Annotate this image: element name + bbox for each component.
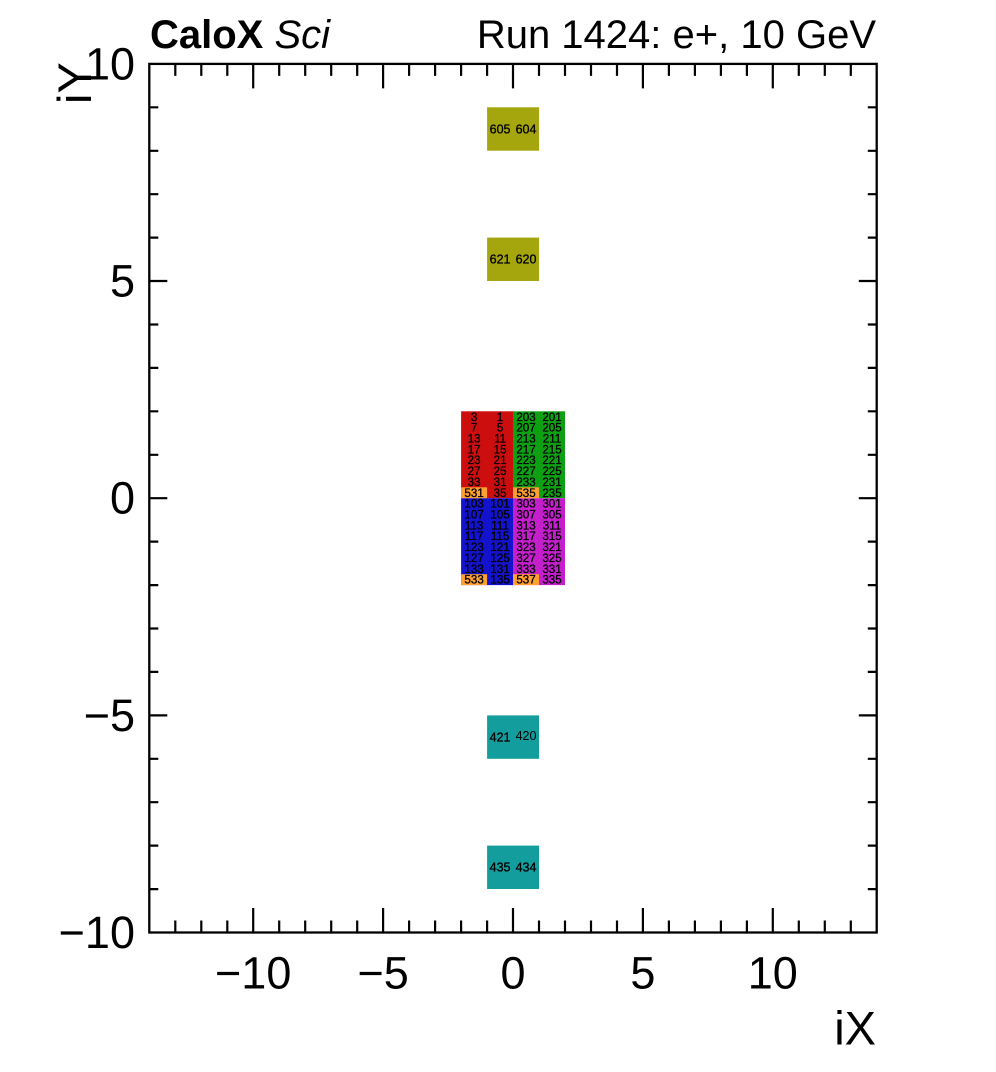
svg-text:25: 25 (494, 465, 507, 478)
svg-text:335: 335 (542, 574, 561, 587)
svg-text:13: 13 (468, 433, 481, 446)
svg-text:135: 135 (490, 574, 509, 587)
svg-text:213: 213 (516, 433, 535, 446)
svg-text:434: 434 (516, 861, 537, 875)
svg-text:225: 225 (542, 465, 561, 478)
svg-text:231: 231 (542, 476, 561, 489)
svg-text:27: 27 (468, 465, 481, 478)
svg-text:7: 7 (471, 422, 477, 435)
svg-text:235: 235 (542, 487, 561, 500)
svg-text:−10: −10 (215, 948, 291, 999)
svg-text:125: 125 (490, 552, 509, 565)
svg-text:101: 101 (490, 498, 509, 511)
svg-text:303: 303 (516, 498, 535, 511)
svg-text:531: 531 (464, 487, 483, 500)
svg-text:5: 5 (110, 256, 135, 307)
svg-text:35: 35 (494, 487, 507, 500)
svg-text:107: 107 (464, 509, 483, 522)
svg-text:131: 131 (490, 563, 509, 576)
svg-text:421: 421 (490, 730, 511, 744)
svg-text:133: 133 (464, 563, 483, 576)
svg-text:620: 620 (516, 253, 537, 267)
svg-text:111: 111 (491, 519, 509, 532)
svg-text:115: 115 (491, 530, 509, 543)
svg-text:3: 3 (471, 411, 477, 424)
svg-text:10: 10 (748, 948, 798, 999)
svg-text:233: 233 (516, 476, 535, 489)
svg-text:211: 211 (543, 433, 561, 446)
svg-text:604: 604 (516, 122, 537, 136)
svg-text:0: 0 (110, 473, 135, 524)
svg-text:121: 121 (490, 541, 509, 554)
svg-text:105: 105 (490, 509, 509, 522)
svg-text:123: 123 (464, 541, 483, 554)
svg-text:205: 205 (542, 422, 561, 435)
svg-text:5: 5 (497, 422, 503, 435)
svg-text:420: 420 (516, 729, 537, 743)
svg-text:207: 207 (516, 422, 535, 435)
svg-text:621: 621 (490, 253, 511, 267)
svg-text:−10: −10 (59, 907, 135, 958)
svg-text:221: 221 (542, 454, 561, 467)
svg-text:301: 301 (542, 498, 561, 511)
svg-text:327: 327 (516, 552, 535, 565)
svg-text:537: 537 (516, 574, 535, 587)
svg-text:Run 1424: e+, 10 GeV: Run 1424: e+, 10 GeV (477, 13, 877, 57)
svg-text:325: 325 (542, 552, 561, 565)
svg-text:1: 1 (497, 411, 503, 424)
svg-text:331: 331 (542, 563, 561, 576)
svg-text:323: 323 (516, 541, 535, 554)
svg-text:535: 535 (516, 487, 535, 500)
svg-text:21: 21 (494, 454, 507, 467)
svg-text:15: 15 (494, 443, 507, 456)
svg-text:10: 10 (85, 38, 135, 89)
svg-text:103: 103 (464, 498, 483, 511)
svg-text:iX: iX (834, 1002, 876, 1055)
svg-text:307: 307 (516, 509, 535, 522)
svg-text:317: 317 (516, 530, 535, 543)
svg-text:333: 333 (516, 563, 535, 576)
svg-text:321: 321 (542, 541, 561, 554)
svg-text:17: 17 (468, 443, 481, 456)
svg-text:iY: iY (48, 62, 101, 104)
svg-text:605: 605 (490, 122, 511, 136)
svg-text:313: 313 (516, 519, 535, 532)
svg-text:435: 435 (490, 861, 511, 875)
svg-text:227: 227 (516, 465, 535, 478)
svg-text:5: 5 (630, 948, 655, 999)
svg-text:CaloX Sci: CaloX Sci (150, 13, 331, 57)
svg-text:11: 11 (494, 433, 506, 446)
svg-text:223: 223 (516, 454, 535, 467)
svg-text:215: 215 (542, 443, 561, 456)
svg-text:−5: −5 (357, 948, 408, 999)
svg-text:33: 33 (468, 476, 481, 489)
svg-text:117: 117 (465, 530, 483, 543)
svg-text:31: 31 (494, 476, 507, 489)
svg-text:127: 127 (464, 552, 483, 565)
svg-text:−5: −5 (84, 690, 135, 741)
svg-text:305: 305 (542, 509, 561, 522)
svg-text:203: 203 (516, 411, 535, 424)
svg-text:201: 201 (542, 411, 561, 424)
svg-text:315: 315 (542, 530, 561, 543)
svg-text:113: 113 (465, 519, 483, 532)
svg-text:533: 533 (464, 574, 483, 587)
svg-text:0: 0 (500, 948, 525, 999)
svg-text:311: 311 (543, 519, 561, 532)
svg-text:217: 217 (516, 443, 535, 456)
svg-text:23: 23 (468, 454, 481, 467)
